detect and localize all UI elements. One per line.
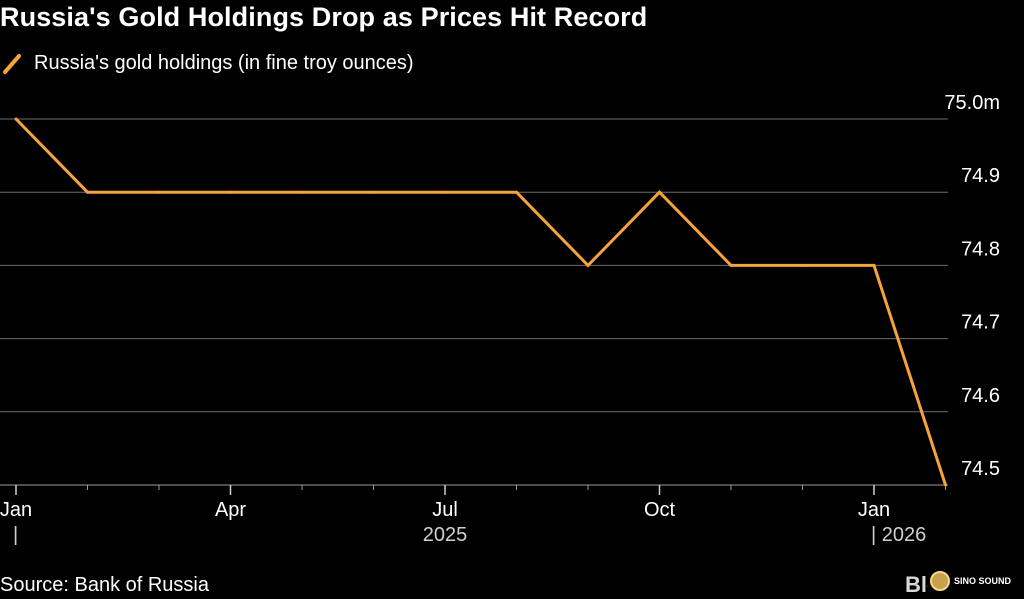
x-year-label: | 2026 <box>871 524 926 546</box>
data-point <box>86 190 89 194</box>
data-point <box>586 263 590 267</box>
y-tick-label: 74.8 <box>961 238 1000 260</box>
x-tick-label: Oct <box>644 499 676 521</box>
data-point <box>300 190 304 194</box>
data-point <box>229 190 232 194</box>
data-point <box>872 263 876 267</box>
y-tick-label: 75.0m <box>944 92 1000 114</box>
x-tick-label: Jul <box>432 499 458 521</box>
data-point <box>801 263 804 267</box>
y-tick-label: 74.9 <box>961 165 1000 187</box>
data-point <box>372 190 375 194</box>
watermark-emblem-icon <box>930 571 950 591</box>
legend-label: Russia's gold holdings (in fine troy oun… <box>34 52 414 74</box>
data-point <box>658 190 661 194</box>
data-point <box>944 483 947 487</box>
legend: Russia's gold holdings (in fine troy oun… <box>2 52 414 75</box>
y-tick-label: 74.7 <box>961 312 1000 334</box>
data-point <box>443 190 447 194</box>
data-point <box>515 190 518 194</box>
x-year-label: | <box>13 524 18 546</box>
data-point <box>157 190 161 194</box>
chart-title: Russia's Gold Holdings Drop as Prices Hi… <box>0 2 648 32</box>
watermark: SINO SOUND <box>928 563 1024 599</box>
data-point <box>14 117 18 121</box>
source-note: Source: Bank of Russia <box>0 574 209 596</box>
y-tick-label: 74.6 <box>961 385 1000 407</box>
x-tick-label: Jan <box>0 499 32 521</box>
x-tick-label: Jan <box>858 499 890 521</box>
series-line <box>14 117 947 486</box>
x-year-label: 2025 <box>423 524 468 546</box>
y-tick-label: 74.5 <box>961 458 1000 480</box>
watermark-text: SINO SOUND <box>954 576 1012 586</box>
orange-line-swatch-icon <box>3 53 21 74</box>
x-tick-label: Apr <box>215 499 246 521</box>
data-point <box>729 263 733 267</box>
